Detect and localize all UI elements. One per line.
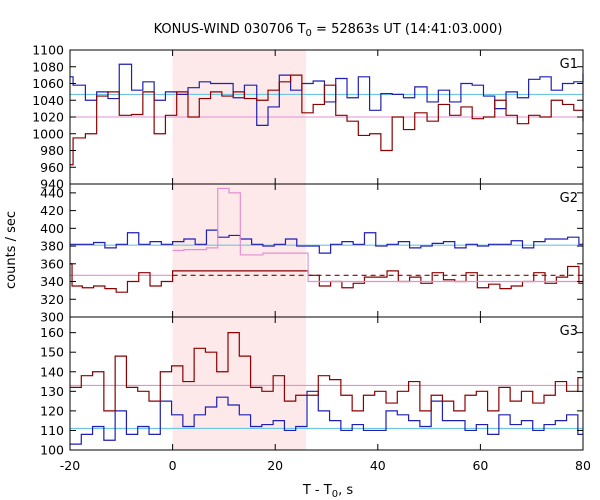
y-tick-label: 1060 xyxy=(32,76,64,91)
x-axis-label-subscript: 0 xyxy=(332,489,338,500)
series-blue-step-line xyxy=(70,229,583,254)
chart-title-rest: = 52863s UT (14:41:03.000) xyxy=(312,22,502,37)
y-tick-label: 1100 xyxy=(32,43,64,58)
series-blue-step-line xyxy=(70,390,583,445)
x-tick-label: -20 xyxy=(60,458,80,473)
y-tick-label: 980 xyxy=(40,143,64,158)
y-tick-label: 1040 xyxy=(32,93,64,108)
y-tick-label: 400 xyxy=(40,221,64,236)
panel-g2: 300 320 340 360 380 400 420 440 G2 xyxy=(40,183,584,325)
x-tick-label: 40 xyxy=(370,458,386,473)
panel-label: G2 xyxy=(560,191,578,206)
panel-label: G3 xyxy=(560,324,578,339)
series-red-step-line xyxy=(70,263,583,293)
y-tick-label: 340 xyxy=(40,274,64,289)
x-tick-label: 20 xyxy=(267,458,283,473)
y-tick-label: 130 xyxy=(40,384,64,399)
y-tick-label: 1020 xyxy=(32,110,64,125)
y-tick-label: 1080 xyxy=(32,59,64,74)
panel-label: G1 xyxy=(560,57,578,72)
series-red-step-line xyxy=(70,332,583,412)
panel-frame xyxy=(69,316,584,451)
highlight-interval xyxy=(172,184,306,317)
chart-title-subscript: 0 xyxy=(306,28,312,39)
x-axis-label-rest: , s xyxy=(338,483,353,498)
panel-g3: 100 110 120 130 140 150 160 G3 xyxy=(40,316,584,458)
y-tick-label: 440 xyxy=(40,185,64,200)
y-tick-label: 960 xyxy=(40,160,64,175)
y-tick-label: 120 xyxy=(40,403,64,418)
series-pink-step-line xyxy=(172,187,584,283)
y-tick-label: 110 xyxy=(40,423,64,438)
x-tick-label: 60 xyxy=(472,458,488,473)
y-tick-label: 360 xyxy=(40,256,64,271)
series-blue-step-line xyxy=(70,63,584,126)
y-tick-label: 140 xyxy=(40,364,64,379)
y-tick-label: 940 xyxy=(40,177,64,192)
panel-frame xyxy=(69,183,584,318)
y-tick-label: 420 xyxy=(40,203,64,218)
y-tick-label: 160 xyxy=(40,325,64,340)
x-tick-label: 80 xyxy=(575,458,591,473)
y-tick-label: 320 xyxy=(40,292,64,307)
y-tick-label: 150 xyxy=(40,345,64,360)
y-tick-label: 300 xyxy=(40,310,64,325)
chart-title: KONUS-WIND 030706 T0 = 52863s UT (14:41:… xyxy=(154,22,503,39)
x-axis-label-main: T - T xyxy=(302,483,332,498)
x-axis-label: T - T0, s xyxy=(302,483,353,500)
series-red-step-line xyxy=(70,74,584,166)
panels-group: 940960980100010201040106010801100G130032… xyxy=(32,43,591,474)
y-axis-label: counts / sec xyxy=(4,211,19,289)
y-tick-label: 100 xyxy=(40,443,64,458)
chart-title-main: KONUS-WIND 030706 T xyxy=(154,22,306,37)
x-tick-label: 0 xyxy=(169,458,177,473)
y-tick-label: 1000 xyxy=(32,126,64,141)
y-tick-label: 380 xyxy=(40,239,64,254)
